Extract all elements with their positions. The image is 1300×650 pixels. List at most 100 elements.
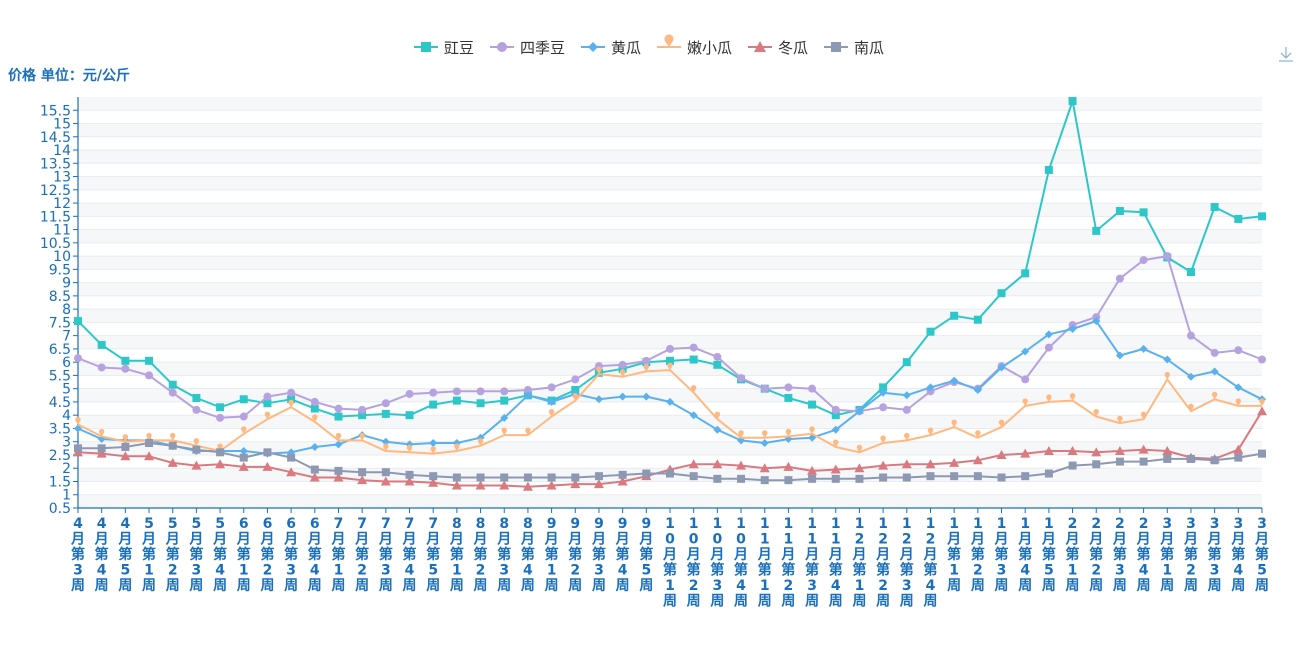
data-point [358,405,367,414]
data-point [476,473,485,482]
data-point [973,386,982,395]
data-point [381,399,390,408]
x-tick-label: 7 月第 4 周 [402,516,417,594]
data-point [831,474,840,483]
y-tick-label: 6.5 [49,342,71,358]
data-point [239,412,248,421]
data-point [217,443,223,451]
x-tick-label: 5 月第 1 周 [141,516,156,594]
data-point [121,356,130,365]
data-point [1093,408,1099,417]
data-point [594,395,603,404]
data-point [168,380,177,389]
data-point [500,396,509,405]
data-point [334,412,343,421]
x-tick-label: 2 月第 2 周 [1088,516,1103,594]
grid-band [78,415,1262,429]
data-point [97,340,106,349]
x-tick-label: 9 月第 4 周 [615,516,630,594]
y-tick-label: 11 [53,223,71,239]
data-point [357,475,368,485]
data-point [501,427,507,436]
data-point [97,363,106,372]
data-point [334,466,343,475]
data-point [264,411,271,420]
data-point [523,386,532,395]
data-point [500,413,509,422]
x-tick-label: 1 月第 3 周 [994,516,1009,594]
x-tick-label: 5 月第 4 周 [212,516,227,594]
y-tick-label: 10.5 [40,236,71,252]
data-point [594,472,603,481]
data-point [383,443,389,451]
x-tick-label: 8 月第 2 周 [473,516,488,594]
data-point [310,404,319,413]
data-point [406,444,413,453]
data-point [902,405,911,414]
data-point [451,480,462,490]
data-point [475,480,486,490]
data-point [619,369,626,377]
x-tick-label: 2 月第 4 周 [1136,516,1151,594]
data-point [690,385,697,393]
data-point [1140,411,1147,420]
data-point [950,311,959,320]
data-point [1115,274,1124,283]
data-point [1068,325,1077,334]
grid-band [78,494,1262,508]
data-point [381,409,390,418]
data-point [808,474,817,483]
chart-legend[interactable]: 豇豆 四季豆 黄瓜 嫩小瓜 冬瓜 南瓜 [414,34,884,57]
data-point [500,473,509,482]
y-axis-unit-label: 价格 单位：元/公斤 [8,67,130,84]
y-tick-label: 12 [53,196,71,212]
data-point [784,476,793,485]
x-tick-label: 7 月第 1 周 [330,516,345,594]
data-point [879,383,888,392]
data-point [1069,393,1076,401]
legend-item[interactable]: 黄瓜 [581,39,641,57]
data-point [762,430,768,438]
legend-item[interactable]: 四季豆 [490,39,565,57]
data-point [1068,96,1077,105]
data-point [925,459,936,469]
data-point [96,448,107,458]
legend-item[interactable]: 南瓜 [824,39,884,57]
legend-label: 豇豆 [444,39,474,57]
y-tick-label: 15 [53,117,71,133]
data-point [1020,448,1031,458]
data-point [452,387,461,396]
data-point [547,383,556,392]
x-tick-label: 4 月第 4 周 [94,516,109,594]
data-point [121,443,130,452]
x-tick-label: 1 0 月第 4 周 [733,516,748,610]
legend-marker [664,34,674,47]
x-tick-label: 9 月第 5 周 [638,516,653,594]
data-point [1044,469,1053,478]
data-point [1092,460,1101,469]
data-point [926,383,935,392]
data-point [287,453,296,462]
data-point [950,376,959,385]
series-5 [74,439,1266,485]
x-tick-label: 3 月第 4 周 [1230,516,1245,594]
legend-item[interactable]: 冬瓜 [748,39,808,57]
legend-item[interactable]: 嫩小瓜 [657,34,732,57]
data-point [168,441,177,450]
legend-marker [588,42,598,52]
data-point [784,393,793,402]
data-point [1043,445,1054,455]
data-point [879,473,888,482]
legend-item[interactable]: 豇豆 [414,39,474,57]
data-point [618,392,627,401]
data-point [902,473,911,482]
data-point [713,474,722,483]
data-point [643,363,650,372]
data-point [1234,346,1243,355]
x-tick-label: 1 1 月第 4 周 [828,516,843,610]
download-icon[interactable] [1279,47,1293,62]
data-point [975,430,981,438]
y-tick-label: 8.5 [49,289,71,305]
data-point [1139,256,1148,265]
y-tick-label: 9 [62,276,71,292]
